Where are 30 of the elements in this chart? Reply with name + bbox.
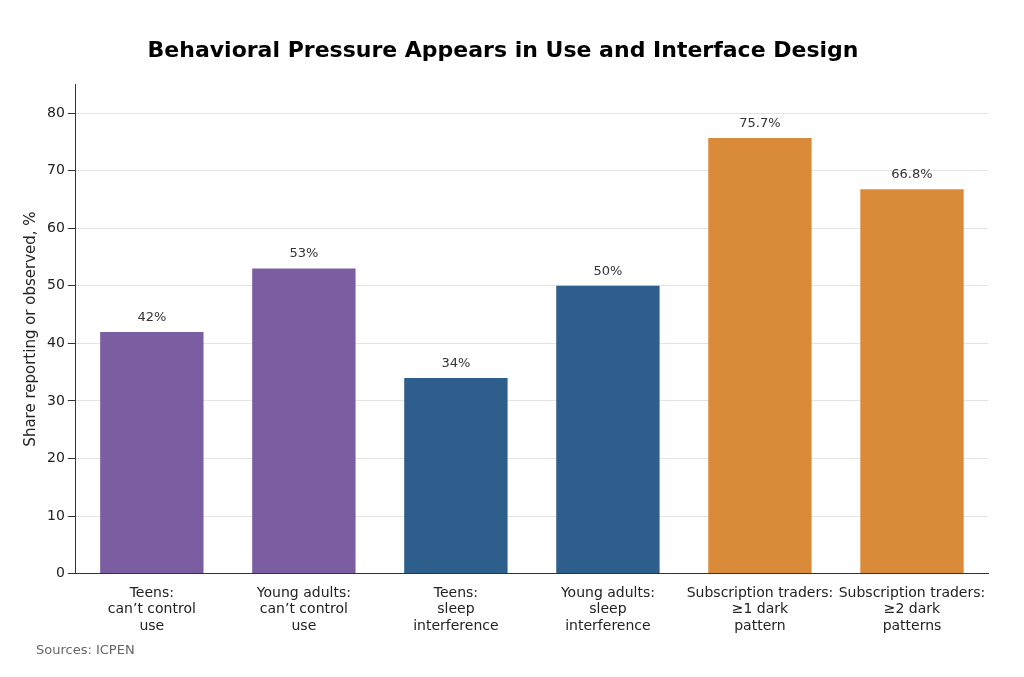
y-tick-label: 20 bbox=[46, 449, 65, 466]
bar bbox=[708, 137, 812, 574]
data-label: 53% bbox=[289, 245, 319, 261]
data-label: 34% bbox=[441, 354, 471, 370]
y-tick-label: 10 bbox=[46, 506, 65, 523]
data-label: 50% bbox=[593, 262, 623, 278]
y-tick-label: 40 bbox=[46, 334, 65, 351]
y-tick-label: 80 bbox=[46, 103, 65, 120]
bar bbox=[860, 189, 964, 574]
x-tick-label: Young adults: can’t control use bbox=[255, 583, 351, 634]
bar bbox=[100, 331, 204, 574]
bar bbox=[556, 285, 660, 574]
data-label: 42% bbox=[137, 308, 167, 324]
y-tick-label: 70 bbox=[46, 161, 65, 178]
x-tick-label: Subscription traders: ≥1 dark pattern bbox=[686, 583, 834, 634]
y-axis-title: Share reporting or observed, % bbox=[20, 211, 39, 447]
bar bbox=[252, 268, 356, 574]
chart-title: Behavioral Pressure Appears in Use and Interface Design bbox=[147, 36, 859, 62]
data-label: 75.7% bbox=[739, 114, 781, 130]
y-tick-label: 60 bbox=[46, 218, 65, 235]
x-tick-label: Teens: can’t control use bbox=[107, 583, 196, 634]
source-note: Sources: ICPEN bbox=[36, 642, 136, 657]
bar bbox=[404, 377, 508, 574]
x-tick-label: Subscription traders: ≥2 dark patterns bbox=[838, 583, 986, 634]
y-tick-label: 50 bbox=[46, 276, 65, 293]
x-tick-label: Young adults: sleep interference bbox=[559, 583, 655, 634]
data-label: 66.8% bbox=[891, 166, 933, 182]
x-tick-label: Teens: sleep interference bbox=[413, 583, 499, 634]
y-tick-label: 30 bbox=[46, 391, 65, 408]
y-tick-label: 0 bbox=[55, 564, 65, 581]
